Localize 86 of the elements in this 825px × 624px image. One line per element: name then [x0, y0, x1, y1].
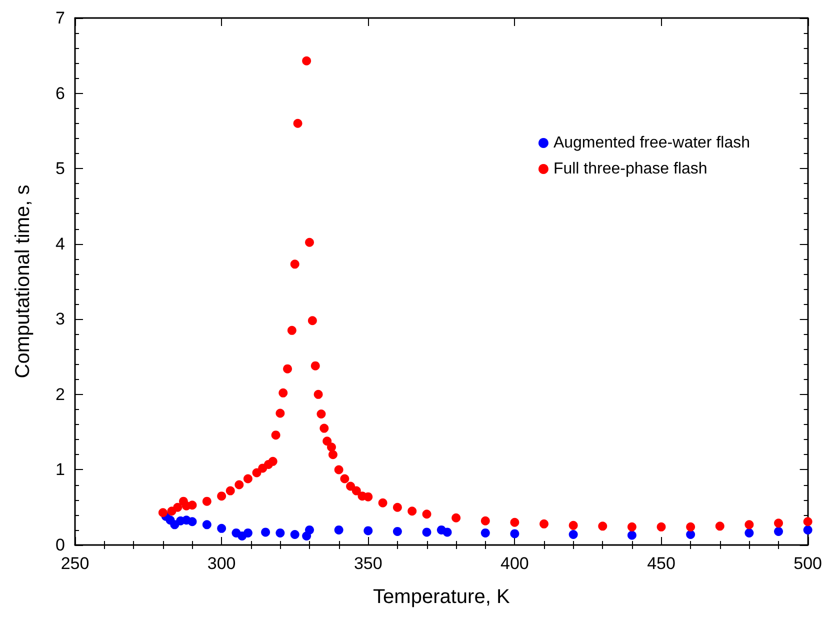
point: [334, 525, 344, 534]
point: [540, 519, 549, 528]
point: [480, 516, 490, 526]
point: [310, 361, 320, 370]
point: [510, 529, 520, 538]
point: [627, 530, 636, 540]
point: [278, 388, 288, 398]
y-axis-title: Computational time, s: [12, 184, 34, 378]
point: [480, 528, 490, 538]
point: [422, 510, 432, 519]
legend-label: Augmented free-water flash: [553, 134, 750, 152]
x-tick-label: 450: [647, 554, 676, 573]
y-tick-label: 2: [56, 384, 65, 404]
point: [305, 525, 314, 534]
point: [378, 498, 388, 508]
point: [290, 260, 300, 269]
point: [340, 474, 350, 484]
point: [774, 518, 784, 528]
point: [422, 528, 432, 537]
y-tick-label: 7: [56, 8, 65, 28]
point: [442, 528, 452, 537]
point: [328, 450, 338, 460]
x-tick-label: 350: [354, 554, 382, 573]
point: [686, 530, 696, 539]
point: [268, 456, 278, 466]
point: [202, 520, 212, 530]
point: [226, 486, 235, 496]
point: [686, 522, 696, 532]
point: [326, 442, 336, 452]
y-tick-label: 6: [56, 84, 65, 103]
point: [316, 410, 326, 418]
point: [774, 526, 784, 536]
point: [290, 530, 300, 539]
point: [188, 517, 197, 526]
point: [364, 526, 373, 536]
point: [364, 492, 373, 502]
point: [188, 500, 197, 510]
x-tick-label: 300: [207, 554, 236, 573]
point: [261, 528, 270, 537]
x-tick-label: 500: [794, 554, 822, 573]
point: [322, 436, 332, 446]
x-axis-title: Temperature, K: [373, 586, 510, 608]
point: [803, 517, 812, 526]
point: [243, 474, 252, 484]
point: [627, 522, 636, 532]
point: [276, 528, 285, 538]
point: [352, 486, 361, 496]
point: [202, 496, 212, 506]
point: [302, 56, 312, 66]
y-tick-label: 4: [56, 234, 65, 254]
point: [173, 502, 182, 512]
point: [217, 492, 226, 501]
point: [334, 465, 344, 474]
point: [715, 522, 724, 531]
point: [568, 530, 578, 539]
point: [568, 520, 578, 530]
point: [293, 118, 302, 128]
point: [243, 528, 252, 538]
point: [392, 502, 402, 512]
y-tick-label: 3: [56, 310, 65, 329]
point: [276, 408, 285, 418]
x-tick-label: 250: [60, 554, 90, 573]
legend-label: Full three-phase flash: [553, 160, 708, 178]
point: [305, 238, 314, 247]
point: [408, 506, 417, 516]
point: [510, 518, 520, 527]
point: [271, 430, 280, 440]
point: [598, 522, 608, 531]
point: [308, 316, 317, 326]
point: [744, 528, 754, 538]
point: [392, 526, 402, 536]
point: [803, 525, 812, 534]
point: [234, 480, 244, 490]
point: [320, 424, 329, 433]
y-tick-label: 0: [56, 536, 65, 554]
point: [314, 390, 323, 399]
point: [287, 326, 296, 335]
x-tick-label: 400: [500, 554, 529, 573]
y-tick-label: 5: [56, 159, 65, 178]
point: [452, 513, 461, 522]
point: [283, 364, 292, 374]
point: [744, 520, 754, 530]
y-tick-label: 1: [56, 460, 65, 480]
point: [217, 524, 226, 533]
point: [656, 522, 666, 532]
point: [158, 508, 168, 518]
